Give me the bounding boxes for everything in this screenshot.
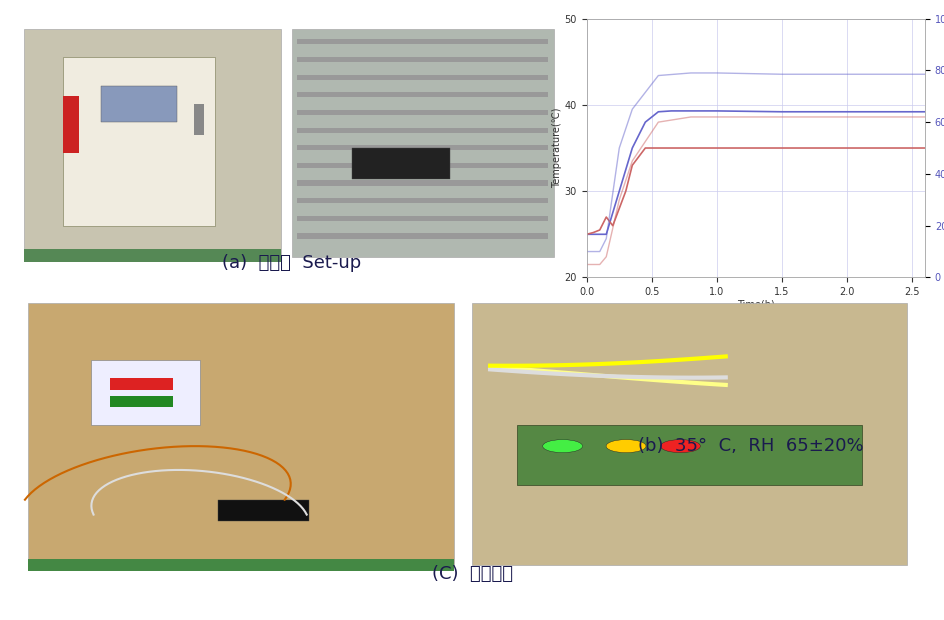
FancyBboxPatch shape [297, 234, 548, 239]
FancyBboxPatch shape [297, 198, 548, 203]
Circle shape [661, 440, 700, 453]
FancyBboxPatch shape [297, 163, 548, 168]
FancyBboxPatch shape [297, 110, 548, 115]
FancyBboxPatch shape [292, 29, 554, 257]
FancyBboxPatch shape [218, 500, 309, 521]
Text: (b)  35°  C,  RH  65±20%: (b) 35° C, RH 65±20% [637, 437, 864, 455]
FancyBboxPatch shape [25, 249, 281, 262]
FancyBboxPatch shape [297, 180, 548, 185]
FancyBboxPatch shape [297, 74, 548, 80]
Text: (a)  시험품  Set-up: (a) 시험품 Set-up [222, 254, 362, 272]
FancyBboxPatch shape [110, 396, 173, 407]
Y-axis label: Temperature(℃): Temperature(℃) [552, 108, 562, 188]
FancyBboxPatch shape [194, 104, 205, 135]
FancyBboxPatch shape [28, 559, 454, 571]
Circle shape [543, 440, 582, 453]
FancyBboxPatch shape [297, 216, 548, 221]
FancyBboxPatch shape [297, 145, 548, 151]
FancyBboxPatch shape [297, 57, 548, 62]
FancyBboxPatch shape [62, 58, 215, 226]
FancyBboxPatch shape [101, 86, 177, 122]
FancyBboxPatch shape [517, 425, 862, 485]
FancyBboxPatch shape [62, 96, 79, 153]
FancyBboxPatch shape [110, 378, 173, 389]
FancyBboxPatch shape [25, 29, 281, 257]
FancyBboxPatch shape [92, 360, 200, 425]
FancyBboxPatch shape [472, 303, 907, 565]
Circle shape [606, 440, 646, 453]
FancyBboxPatch shape [297, 92, 548, 97]
FancyBboxPatch shape [352, 148, 450, 179]
FancyBboxPatch shape [297, 128, 548, 133]
Text: (C)  시험결과: (C) 시험결과 [431, 565, 513, 583]
FancyBboxPatch shape [28, 303, 454, 565]
FancyBboxPatch shape [297, 39, 548, 45]
X-axis label: Time(h): Time(h) [737, 300, 775, 310]
